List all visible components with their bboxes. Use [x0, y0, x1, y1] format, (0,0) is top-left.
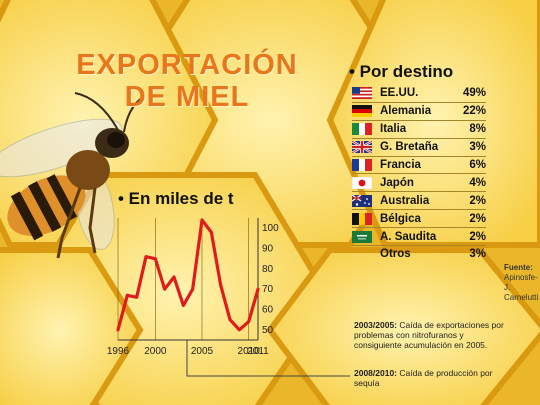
y-tick-label: 100 [262, 223, 279, 234]
x-tick-label: 1996 [107, 346, 130, 357]
chart-title: • En miles de t [118, 189, 234, 208]
no-flag-spacer [352, 248, 372, 260]
saudi-arabia-flag-icon [352, 230, 372, 243]
destination-value: 3% [469, 248, 486, 261]
note-2003-2005: 2003/2005: Caída de exportaciones por pr… [354, 320, 504, 350]
y-tick-label: 50 [262, 325, 274, 336]
destination-row: EE.UU. 49% [352, 85, 486, 103]
note-2008-2010: 2008/2010: Caída de producción por sequí… [354, 368, 504, 388]
destination-name: Italia [380, 123, 407, 136]
x-tick-label: 2000 [144, 346, 167, 357]
belgium-flag-icon [352, 212, 372, 225]
source-text-2: J. Carnelutti [504, 283, 539, 302]
page-title-line2: DE MIEL [124, 81, 250, 113]
germany-flag-icon [352, 105, 372, 118]
destination-value: 4% [469, 176, 486, 189]
y-tick-label: 60 [262, 305, 274, 316]
destination-row: Francia 6% [352, 157, 486, 175]
y-tick-label: 70 [262, 284, 274, 295]
destination-name: Otros [380, 248, 411, 261]
note-period: 2003/2005: [354, 320, 398, 330]
destination-name: Bélgica [380, 212, 421, 225]
italy-flag-icon [352, 123, 372, 136]
destination-name: Australia [380, 194, 430, 207]
source-label: Fuente: [504, 263, 533, 272]
destination-heading: • Por destino [349, 62, 454, 81]
destination-name: Japón [380, 176, 414, 189]
france-flag-icon [352, 159, 372, 171]
destination-table: EE.UU. 49% Alemania 22% Italia 8% G. Bre… [352, 85, 486, 263]
destination-name: G. Bretaña [380, 141, 439, 154]
australia-flag-icon [352, 194, 372, 207]
destination-value: 22% [462, 105, 486, 118]
destination-row: A. Saudita 2% [352, 228, 486, 247]
source-credit: Fuente: Apinosfe- J. Carnelutti [504, 263, 540, 303]
destination-value: 6% [469, 159, 486, 171]
destination-value: 49% [462, 87, 486, 100]
usa-flag-icon [352, 87, 372, 100]
destination-value: 2% [469, 194, 486, 207]
destination-value: 2% [469, 212, 486, 225]
series-line [116, 218, 260, 332]
destination-row: Otros 3% [352, 246, 486, 263]
note-text: Caída de producción por sequía [354, 368, 493, 388]
y-tick-label: 90 [262, 244, 274, 255]
destination-row: Alemania 22% [352, 103, 486, 121]
destination-row: Australia 2% [352, 192, 486, 211]
destination-row: Bélgica 2% [352, 210, 486, 229]
destination-name: Francia [380, 159, 421, 171]
destination-name: Alemania [380, 105, 432, 118]
x-tick-label: 2005 [191, 346, 214, 357]
destination-value: 2% [469, 230, 486, 243]
japan-flag-icon [352, 176, 372, 189]
destination-name: A. Saudita [380, 230, 437, 243]
bee-illustration [0, 92, 143, 259]
destination-name: EE.UU. [380, 87, 419, 100]
callout-connector [186, 340, 350, 377]
destination-row: G. Bretaña 3% [352, 139, 486, 157]
y-tick-label: 80 [262, 264, 274, 275]
destination-row: Italia 8% [352, 121, 486, 139]
destination-value: 3% [469, 141, 486, 154]
note-period: 2008/2010: [354, 368, 398, 378]
x-tick-label: 2010 [238, 346, 261, 357]
page-title-line1: EXPORTACIÓN [76, 49, 298, 81]
note-text: Caída de exportaciones por problemas con… [354, 320, 504, 350]
destination-row: Japón 4% [352, 174, 486, 193]
destination-value: 8% [469, 123, 486, 136]
x-tick-label: 2011 [247, 346, 269, 357]
source-text-1: Apinosfe- [504, 273, 538, 282]
uk-flag-icon [352, 141, 372, 154]
